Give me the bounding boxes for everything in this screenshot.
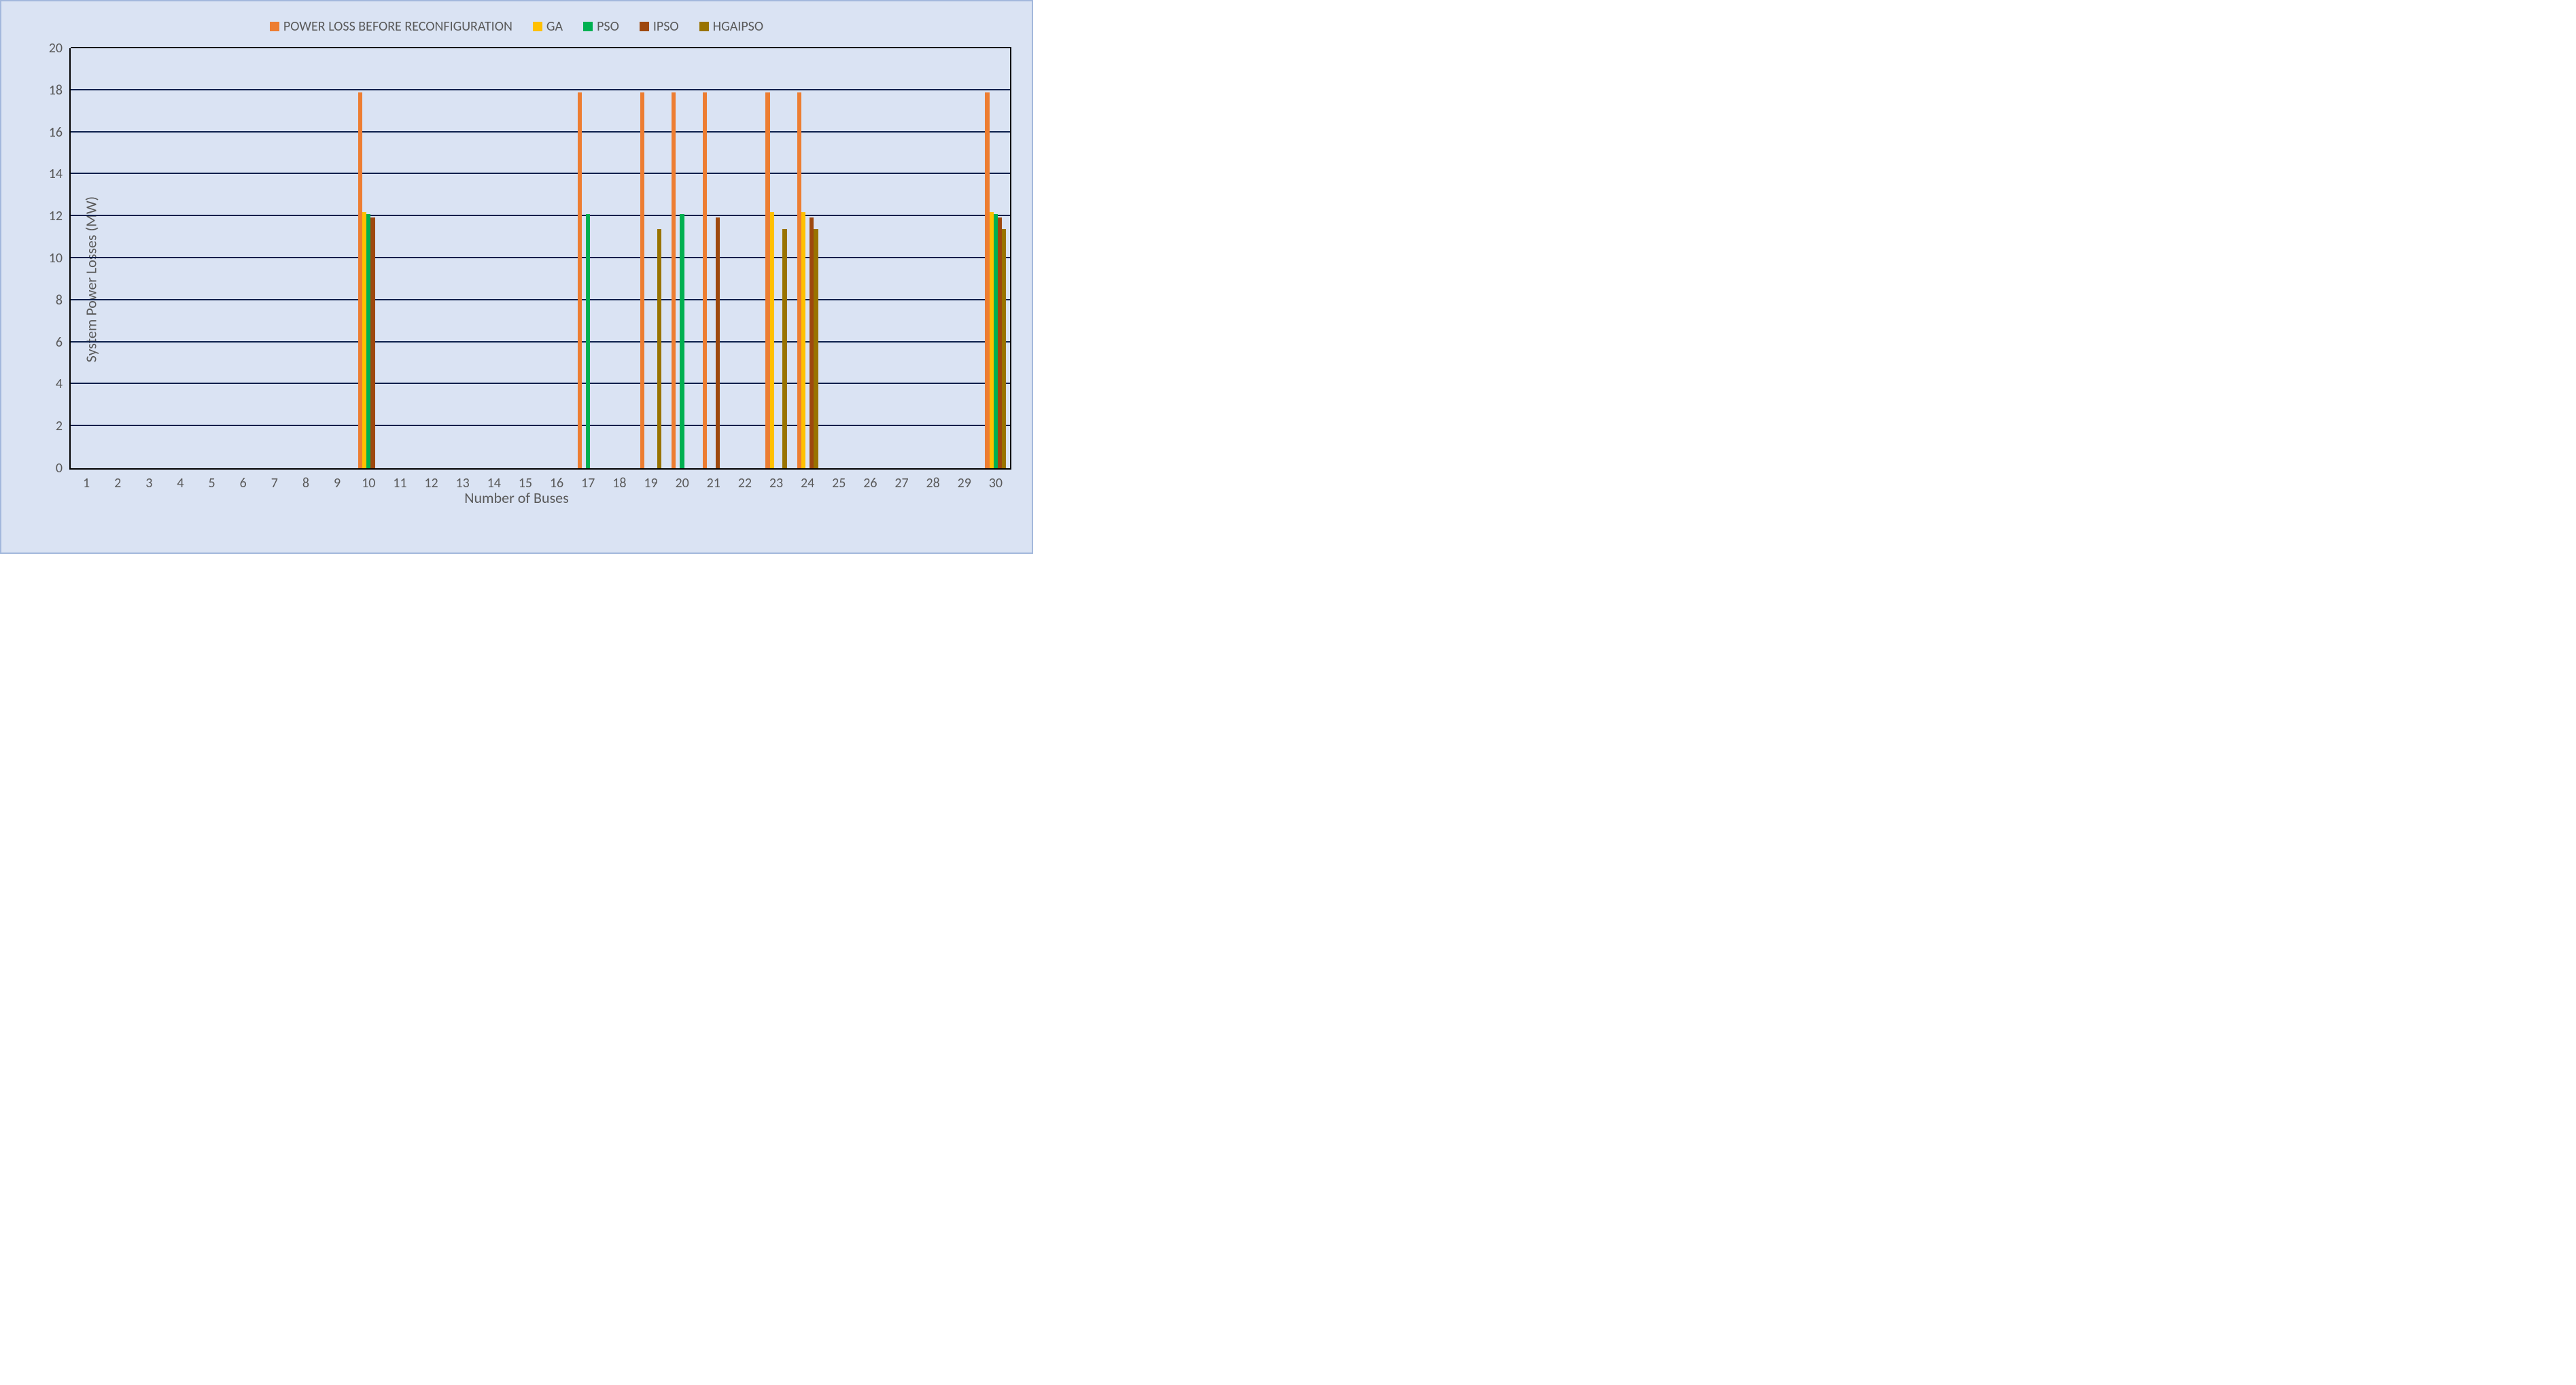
x-tick-label: 23 bbox=[769, 468, 783, 491]
x-tick-label: 2 bbox=[114, 468, 121, 491]
x-tick-label: 29 bbox=[958, 468, 971, 491]
x-tick-label: 11 bbox=[393, 468, 406, 491]
bar bbox=[657, 229, 661, 468]
gridline bbox=[71, 383, 1011, 384]
gridline bbox=[71, 131, 1011, 133]
legend-item: IPSO bbox=[640, 18, 679, 35]
bar bbox=[703, 92, 707, 468]
x-tick-label: 14 bbox=[487, 468, 501, 491]
gridline bbox=[71, 341, 1011, 343]
gridline bbox=[71, 173, 1011, 174]
y-tick-label: 6 bbox=[56, 334, 71, 351]
chart-container: POWER LOSS BEFORE RECONFIGURATION GA PSO IP… bbox=[0, 0, 1033, 554]
plot-wrapper: System Power Losses (MW) 024681012141618… bbox=[8, 48, 1025, 510]
x-tick-label: 19 bbox=[644, 468, 657, 491]
bar bbox=[1002, 229, 1006, 468]
plot-right-border bbox=[1010, 48, 1011, 468]
bar bbox=[680, 214, 684, 468]
bar bbox=[801, 212, 805, 468]
gridline bbox=[71, 299, 1011, 300]
y-tick-label: 0 bbox=[56, 460, 71, 476]
bar bbox=[586, 214, 590, 468]
x-tick-label: 9 bbox=[334, 468, 341, 491]
x-tick-label: 20 bbox=[675, 468, 689, 491]
x-tick-label: 28 bbox=[926, 468, 940, 491]
gridline bbox=[71, 425, 1011, 426]
y-tick-label: 18 bbox=[49, 82, 71, 99]
bar bbox=[578, 92, 582, 468]
legend-item: HGAIPSO bbox=[699, 18, 763, 35]
legend-label: POWER LOSS BEFORE RECONFIGURATION bbox=[283, 18, 512, 35]
legend-swatch bbox=[640, 22, 649, 31]
x-tick-label: 13 bbox=[456, 468, 470, 491]
x-tick-label: 26 bbox=[863, 468, 877, 491]
legend-label: GA bbox=[546, 18, 563, 35]
x-tick-label: 4 bbox=[177, 468, 184, 491]
bar bbox=[716, 217, 720, 468]
x-tick-label: 21 bbox=[707, 468, 720, 491]
x-tick-label: 8 bbox=[302, 468, 309, 491]
y-tick-label: 16 bbox=[49, 124, 71, 141]
y-tick-label: 2 bbox=[56, 418, 71, 434]
y-tick-label: 4 bbox=[56, 376, 71, 392]
legend-item: GA bbox=[533, 18, 563, 35]
gridline bbox=[71, 89, 1011, 90]
y-tick-label: 10 bbox=[49, 250, 71, 266]
x-tick-label: 12 bbox=[424, 468, 438, 491]
x-tick-label: 7 bbox=[271, 468, 278, 491]
x-tick-label: 30 bbox=[989, 468, 1003, 491]
x-tick-label: 25 bbox=[832, 468, 846, 491]
x-tick-label: 24 bbox=[801, 468, 814, 491]
x-tick-label: 16 bbox=[550, 468, 563, 491]
x-tick-label: 3 bbox=[145, 468, 152, 491]
y-tick-label: 12 bbox=[49, 208, 71, 224]
bar bbox=[814, 229, 818, 468]
y-tick-label: 14 bbox=[49, 166, 71, 182]
legend-swatch bbox=[533, 22, 542, 31]
bar bbox=[370, 217, 375, 468]
bar bbox=[672, 92, 676, 468]
legend-label: PSO bbox=[597, 18, 619, 35]
legend-swatch bbox=[270, 22, 279, 31]
x-tick-label: 1 bbox=[83, 468, 90, 491]
legend-label: HGAIPSO bbox=[713, 18, 763, 35]
x-tick-label: 6 bbox=[240, 468, 247, 491]
legend-item: POWER LOSS BEFORE RECONFIGURATION bbox=[270, 18, 512, 35]
y-tick-label: 20 bbox=[49, 40, 71, 56]
gridline bbox=[71, 215, 1011, 216]
bar bbox=[770, 212, 774, 468]
x-tick-label: 18 bbox=[612, 468, 626, 491]
x-tick-label: 27 bbox=[894, 468, 908, 491]
x-tick-label: 15 bbox=[519, 468, 532, 491]
x-tick-label: 22 bbox=[738, 468, 752, 491]
legend: POWER LOSS BEFORE RECONFIGURATION GA PSO IP… bbox=[8, 8, 1025, 48]
legend-item: PSO bbox=[583, 18, 619, 35]
bar bbox=[640, 92, 644, 468]
x-axis-label: Number of Buses bbox=[464, 489, 568, 507]
legend-swatch bbox=[699, 22, 709, 31]
bar bbox=[782, 229, 786, 468]
x-tick-label: 17 bbox=[581, 468, 595, 491]
gridline bbox=[71, 257, 1011, 258]
gridline bbox=[71, 47, 1011, 48]
legend-label: IPSO bbox=[653, 18, 679, 35]
x-tick-label: 5 bbox=[209, 468, 215, 491]
legend-swatch bbox=[583, 22, 593, 31]
plot-area: 0246810121416182012345678910111213141516… bbox=[69, 48, 1011, 470]
y-tick-label: 8 bbox=[56, 292, 71, 309]
x-tick-label: 10 bbox=[362, 468, 375, 491]
